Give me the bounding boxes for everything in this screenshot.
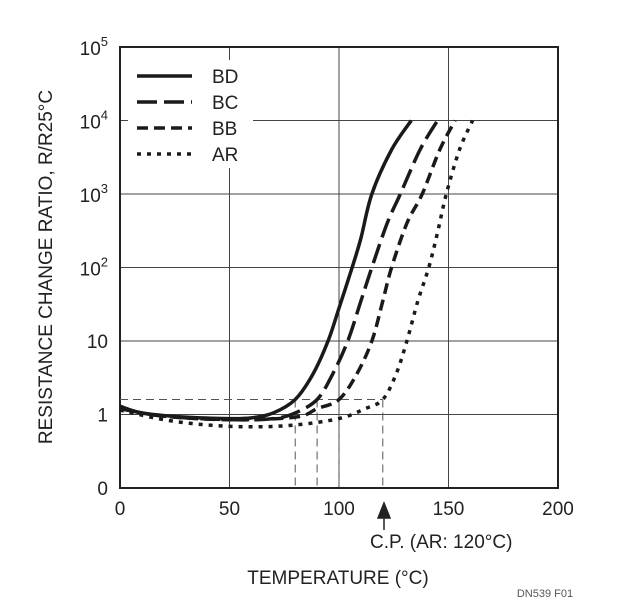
series-bb-line (119, 119, 457, 422)
y-tick-exponent: 2 (101, 255, 108, 270)
cp-annotation: C.P. (AR: 120°C) (370, 532, 512, 553)
y-tick-label: 105 (80, 34, 108, 60)
figure-id: DN539 F01 (517, 588, 573, 600)
x-axis-label: TEMPERATURE (°C) (247, 568, 428, 589)
y-tick-exponent: 5 (101, 34, 108, 49)
series-bd-line (119, 119, 413, 421)
legend-background (128, 60, 253, 168)
y-axis-label: RESISTANCE CHANGE RATIO, R/R25°C (36, 90, 57, 444)
y-tick-exponent: 4 (101, 108, 108, 123)
legend-label-bd: BD (212, 67, 238, 88)
legend-label-ar: AR (212, 145, 238, 166)
x-tick-label: 200 (542, 499, 574, 520)
x-tick-label: 100 (323, 499, 355, 520)
y-tick-label: 1 (97, 406, 108, 427)
series-ar-line (119, 119, 475, 429)
y-tick-label: 102 (80, 255, 108, 281)
y-tick-label: 103 (80, 181, 108, 207)
plot-frame (119, 46, 559, 489)
y-tick-label: 0 (97, 479, 108, 500)
x-tick-label: 0 (115, 499, 126, 520)
x-tick-label: 50 (219, 499, 240, 520)
x-tick-label: 150 (433, 499, 465, 520)
legend-label-bb: BB (212, 119, 237, 140)
y-tick-exponent: 3 (101, 181, 108, 196)
y-tick-label: 104 (80, 108, 108, 134)
cp-arrow (376, 500, 392, 530)
y-tick-label: 10 (87, 332, 108, 353)
legend-label-bc: BC (212, 93, 238, 114)
